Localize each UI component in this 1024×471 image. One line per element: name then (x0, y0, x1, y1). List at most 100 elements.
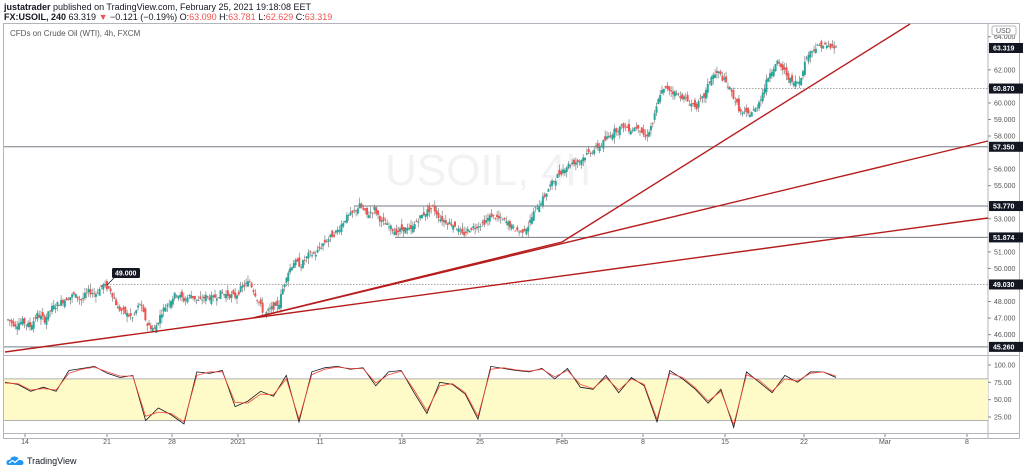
candle-body[interactable] (32, 321, 35, 329)
candle-body[interactable] (519, 230, 522, 232)
candle-body[interactable] (344, 220, 347, 223)
candle-body[interactable] (292, 263, 295, 269)
candle-body[interactable] (241, 285, 244, 288)
candle-body[interactable] (166, 304, 169, 307)
candle-body[interactable] (426, 209, 429, 216)
candle-body[interactable] (98, 288, 101, 296)
candle-body[interactable] (547, 189, 550, 192)
candle-body[interactable] (792, 82, 795, 86)
candle-body[interactable] (290, 267, 293, 271)
candle-body[interactable] (268, 308, 271, 310)
candle-body[interactable] (254, 293, 257, 297)
candle-body[interactable] (617, 131, 620, 133)
candle-body[interactable] (362, 207, 365, 210)
candle-body[interactable] (149, 325, 152, 330)
candle-body[interactable] (549, 184, 552, 187)
candle-body[interactable] (794, 80, 797, 87)
candle-body[interactable] (563, 170, 566, 174)
candle-body[interactable] (584, 157, 587, 161)
candle-body[interactable] (692, 103, 695, 105)
candle-body[interactable] (305, 256, 308, 259)
candle-body[interactable] (514, 230, 517, 232)
candle-body[interactable] (246, 281, 249, 287)
candle-body[interactable] (811, 51, 814, 53)
candle-body[interactable] (591, 152, 594, 154)
candle-body[interactable] (466, 228, 469, 232)
candle-body[interactable] (554, 180, 557, 186)
candle-body[interactable] (474, 228, 477, 230)
candle-body[interactable] (682, 96, 685, 100)
candle-body[interactable] (560, 171, 563, 175)
candle-body[interactable] (582, 157, 585, 162)
candle-body[interactable] (628, 123, 630, 132)
candle-body[interactable] (613, 128, 616, 138)
candle-body[interactable] (333, 234, 336, 237)
candle-body[interactable] (138, 303, 141, 305)
candle-body[interactable] (129, 312, 132, 317)
candle-body[interactable] (728, 87, 731, 90)
candle-body[interactable] (503, 217, 506, 220)
candle-body[interactable] (49, 310, 52, 312)
candle-body[interactable] (736, 98, 739, 103)
candle-body[interactable] (50, 305, 53, 312)
candle-body[interactable] (384, 223, 387, 225)
candle-body[interactable] (267, 309, 270, 311)
candle-body[interactable] (281, 288, 284, 295)
candle-body[interactable] (668, 86, 671, 91)
candle-body[interactable] (61, 300, 64, 304)
series-legend[interactable]: CFDs on Crude Oil (WTI), 4h, FXCM (10, 29, 141, 38)
candle-body[interactable] (800, 78, 803, 86)
candle-body[interactable] (190, 295, 193, 299)
candle-body[interactable] (67, 299, 70, 301)
candle-body[interactable] (673, 91, 676, 97)
candle-body[interactable] (796, 82, 799, 83)
candle-body[interactable] (122, 307, 125, 310)
candle-body[interactable] (230, 294, 233, 299)
candle-body[interactable] (609, 135, 612, 137)
candle-body[interactable] (289, 268, 292, 273)
candle-body[interactable] (552, 181, 555, 182)
candle-body[interactable] (712, 74, 715, 79)
candle-body[interactable] (576, 159, 579, 163)
candle-body[interactable] (516, 227, 519, 231)
candle-body[interactable] (816, 44, 819, 46)
candle-body[interactable] (587, 149, 590, 153)
candle-body[interactable] (160, 314, 163, 318)
candle-body[interactable] (681, 94, 684, 100)
candle-body[interactable] (631, 129, 634, 131)
candle-body[interactable] (499, 217, 502, 218)
candle-body[interactable] (34, 317, 37, 319)
candle-body[interactable] (428, 205, 431, 212)
candle-body[interactable] (104, 283, 107, 286)
candle-body[interactable] (679, 96, 682, 98)
candle-body[interactable] (386, 223, 389, 225)
candle-body[interactable] (221, 292, 224, 294)
candle-body[interactable] (10, 320, 13, 323)
currency-badge[interactable] (991, 25, 1017, 36)
candle-body[interactable] (182, 297, 185, 302)
candle-body[interactable] (133, 313, 136, 315)
candle-body[interactable] (419, 215, 422, 219)
candle-body[interactable] (214, 294, 216, 298)
candle-body[interactable] (756, 107, 759, 109)
candle-body[interactable] (239, 286, 242, 292)
candle-body[interactable] (294, 260, 297, 266)
candle-body[interactable] (464, 231, 467, 234)
candle-body[interactable] (184, 299, 187, 301)
candle-body[interactable] (483, 219, 486, 225)
candle-body[interactable] (19, 321, 22, 325)
candle-body[interactable] (243, 284, 246, 287)
candle-body[interactable] (411, 226, 414, 233)
candle-body[interactable] (204, 294, 207, 302)
candle-body[interactable] (360, 203, 363, 208)
candle-body[interactable] (651, 122, 654, 124)
candle-body[interactable] (148, 322, 151, 326)
candle-body[interactable] (111, 292, 114, 298)
candle-body[interactable] (300, 267, 303, 269)
candle-body[interactable] (477, 226, 480, 228)
candle-body[interactable] (340, 224, 343, 233)
candle-body[interactable] (393, 231, 396, 236)
candle-body[interactable] (23, 318, 26, 324)
candle-body[interactable] (25, 324, 28, 326)
candle-body[interactable] (461, 228, 464, 234)
